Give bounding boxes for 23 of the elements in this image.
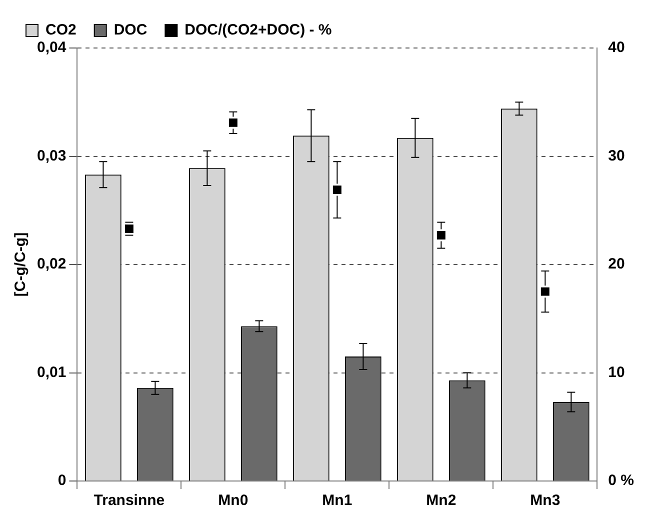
point [540, 287, 550, 296]
y-tick-label: 0,04 [36, 39, 67, 56]
y2-tick-label: 20 [608, 256, 625, 273]
legend-label: DOC [114, 22, 148, 39]
y-axis-title: [C-g/C-g] [12, 232, 30, 297]
x-tick-label: Mn1 [322, 492, 352, 510]
y-tick-label: 0,01 [36, 364, 66, 381]
y2-tick-label: 10 [608, 364, 625, 381]
legend-label: CO2 [46, 22, 76, 39]
point [228, 118, 238, 127]
x-tick-label: Mn2 [426, 492, 456, 510]
y2-tick-label: 30 [608, 147, 625, 164]
x-tick-label: Transinne [94, 492, 165, 510]
y2-tick-label: 0 % [608, 472, 634, 490]
y-tick-label: 0,02 [36, 256, 66, 273]
y2-tick-label: 40 [608, 39, 625, 56]
x-tick-label: Mn0 [218, 492, 248, 510]
legend-label: DOC/(CO2+DOC) - % [184, 22, 332, 39]
y-tick-label: 0 [58, 472, 66, 490]
x-tick-label: Mn3 [530, 492, 560, 510]
y-tick-label: 0,03 [36, 147, 66, 164]
point [436, 231, 446, 240]
point [332, 186, 342, 194]
